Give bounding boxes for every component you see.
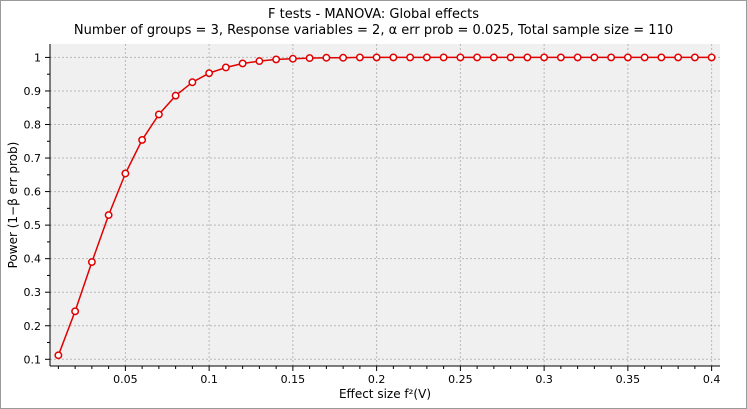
data-point [556, 53, 565, 62]
y-tick-label: 0.6 [24, 186, 42, 199]
y-tick-label: 0.5 [24, 219, 42, 232]
data-point [138, 135, 147, 144]
data-point [87, 258, 96, 266]
y-tick-label: 0.1 [24, 353, 42, 366]
data-point [288, 54, 297, 63]
grid-lines [50, 44, 720, 366]
data-point [121, 169, 130, 178]
data-point [322, 53, 331, 62]
data-point [540, 53, 549, 62]
x-tick-label: 0.15 [281, 373, 306, 386]
data-point [523, 53, 532, 62]
x-axis-label: Effect size f²(V) [339, 387, 431, 401]
data-point [707, 53, 716, 62]
x-tick-label: 0.3 [535, 373, 553, 386]
data-point [573, 53, 582, 62]
y-tick-label: 0.4 [24, 253, 42, 266]
data-point [473, 53, 482, 62]
data-point [406, 53, 415, 62]
chart-subtitle: Number of groups = 3, Response variables… [73, 23, 674, 38]
data-point [154, 110, 163, 119]
data-point [389, 53, 398, 62]
data-point [506, 53, 515, 62]
data-point [221, 63, 230, 72]
data-point [171, 91, 180, 100]
x-tick-label: 0.4 [703, 373, 721, 386]
data-point [422, 53, 431, 62]
data-point [238, 59, 247, 68]
data-point [439, 53, 448, 62]
data-point [255, 57, 264, 66]
series-group [54, 53, 716, 360]
plot-area [50, 44, 720, 366]
data-point [205, 69, 214, 78]
data-point [456, 53, 465, 62]
data-point [104, 211, 113, 220]
y-ticks: 0.1 0.2 0.3 0.4 0.5 0.6 0.7 0.8 0.9 1 [24, 51, 50, 366]
x-tick-label: 0.1 [200, 373, 218, 386]
data-point [690, 53, 699, 62]
x-ticks: 0.05 0.1 0.15 0.2 0.25 0.3 0.35 0.4 [57, 366, 721, 386]
x-tick-label: 0.25 [448, 373, 473, 386]
data-point [674, 53, 683, 62]
x-tick-label: 0.2 [368, 373, 386, 386]
x-tick-label: 0.05 [113, 373, 138, 386]
data-point [623, 53, 632, 62]
data-point [188, 78, 197, 87]
axes [49, 44, 720, 367]
y-tick-label: 0.3 [24, 286, 42, 299]
x-tick-label: 0.35 [616, 373, 641, 386]
y-tick-label: 0.7 [24, 152, 42, 165]
data-point [590, 53, 599, 62]
y-tick-label: 0.2 [24, 320, 42, 333]
data-point [305, 54, 314, 63]
data-point [272, 55, 281, 64]
series-line [57, 56, 712, 356]
data-point [640, 53, 649, 62]
data-point [489, 53, 498, 62]
data-point [372, 53, 381, 62]
data-point [54, 351, 63, 360]
y-tick-label: 1 [34, 51, 41, 64]
data-point [657, 53, 666, 62]
data-point [355, 53, 364, 62]
y-axis-label: Power (1−β err prob) [6, 142, 20, 269]
y-tick-label: 0.8 [24, 119, 42, 132]
data-point [607, 53, 616, 62]
chart-title: F tests - MANOVA: Global effects [268, 7, 479, 22]
data-point [71, 307, 80, 316]
y-tick-label: 0.9 [24, 85, 42, 98]
data-point [339, 53, 348, 62]
